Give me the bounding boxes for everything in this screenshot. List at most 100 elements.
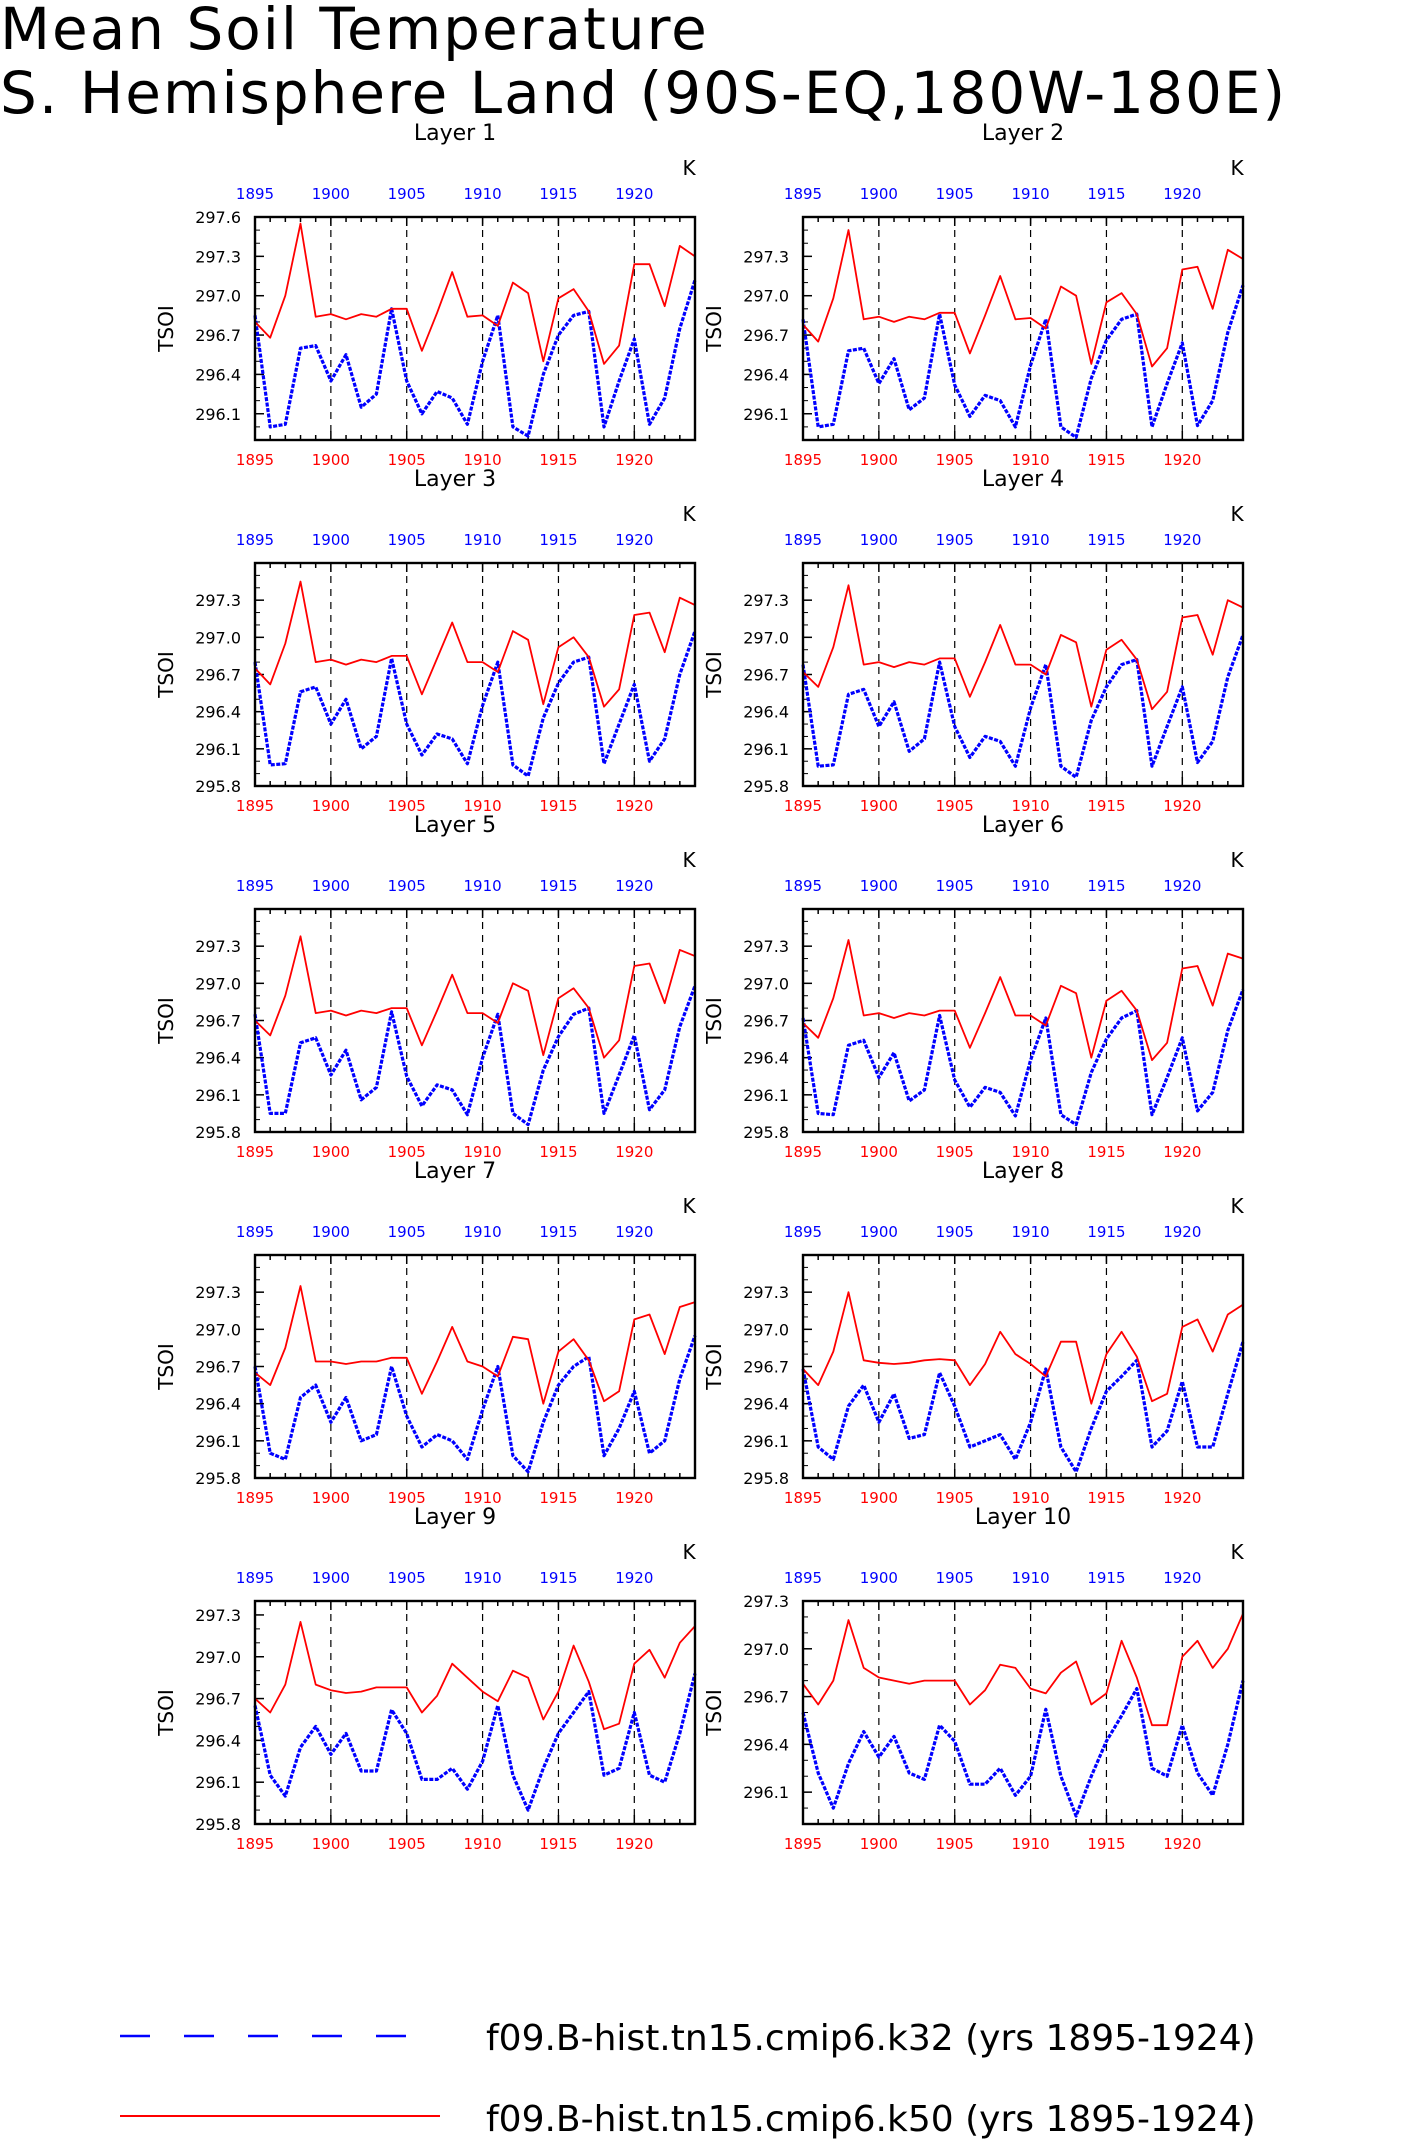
panel-6-xlabel-top-1895: 1895 — [784, 877, 822, 895]
panel-4-xlabel-top-1895: 1895 — [784, 531, 822, 549]
panel-1-frame — [253, 215, 697, 442]
legend-label-k50-visible: f09.B-hist.tn15.cmip6.k50 (yrs 1895-1924… — [486, 2099, 1256, 2140]
panel-5-xlabel-top-1900: 1900 — [312, 877, 350, 895]
panel-8-xlabel-bottom-1910: 1910 — [1011, 1489, 1049, 1507]
panel-10-series-k50 — [802, 1613, 1244, 1727]
panel-7-xlabel-bottom-1905: 1905 — [388, 1489, 426, 1507]
panel-9-ylabel-tick-295.8: 295.8 — [195, 1815, 241, 1834]
panel-3-unit-label: K — [682, 502, 696, 526]
panel-9-xlabel-bottom-1910: 1910 — [463, 1835, 501, 1853]
panel-7-xlabel-top-1905: 1905 — [388, 1223, 426, 1241]
panel-5-ylabel-tick-295.8: 295.8 — [195, 1123, 241, 1142]
panel-4-ylabel-tick-296.7: 296.7 — [743, 666, 789, 685]
panel-4-series-k32 — [801, 634, 1245, 779]
panel-1-xlabel-top-1910: 1910 — [463, 185, 501, 203]
panel-10-xlabel-bottom-1915: 1915 — [1087, 1835, 1125, 1853]
panel-8-xlabel-bottom-1900: 1900 — [860, 1489, 898, 1507]
panel-3-xlabel-bottom-1910: 1910 — [463, 797, 501, 815]
legend-label-k32: f09.B-hist.tn15.cmip6.k32 (yrs 1895-1924… — [486, 2018, 1256, 2059]
panel-3-ylabel-tick-296.1: 296.1 — [195, 740, 241, 759]
panel-5-ylabel-tick-296.4: 296.4 — [195, 1049, 241, 1068]
panel-5-frame — [253, 907, 697, 1134]
panel-3-xlabel-top-1915: 1915 — [539, 531, 577, 549]
panel-9-ylabel: TSOI — [154, 1689, 178, 1737]
panel-8-xlabel-top-1905: 1905 — [936, 1223, 974, 1241]
panel-4-xlabel-bottom-1900: 1900 — [860, 797, 898, 815]
panel-8-ylabel-tick-297: 297.0 — [743, 1320, 789, 1339]
panel-3-xlabel-bottom-1895: 1895 — [236, 797, 274, 815]
panel-5-ylabel-tick-297.3: 297.3 — [195, 937, 241, 956]
panel-5-ylabel-tick-296.7: 296.7 — [195, 1012, 241, 1031]
panel-10-xlabel-top-1910: 1910 — [1011, 1569, 1049, 1587]
panel-8-series-k50 — [802, 1291, 1244, 1405]
panel-4-ylabel-tick-295.8: 295.8 — [743, 777, 789, 796]
panel-1-xlabel-bottom-1920: 1920 — [615, 451, 653, 469]
panel-7-xlabel-top-1895: 1895 — [236, 1223, 274, 1241]
panel-7-ylabel-tick-295.8: 295.8 — [195, 1469, 241, 1488]
panel-3-ylabel-tick-296.4: 296.4 — [195, 703, 241, 722]
panel-6-ylabel-tick-297: 297.0 — [743, 974, 789, 993]
panel-5-ylabel-tick-296.1: 296.1 — [195, 1086, 241, 1105]
panel-10-title: Layer 10 — [975, 1505, 1071, 1530]
panel-4-ylabel-tick-296.4: 296.4 — [743, 703, 789, 722]
panel-2-xlabel-top-1910: 1910 — [1011, 185, 1049, 203]
panel-7-xlabel-bottom-1920: 1920 — [615, 1489, 653, 1507]
panel-10-xlabel-top-1915: 1915 — [1087, 1569, 1125, 1587]
panel-6-title: Layer 6 — [982, 813, 1064, 838]
panel-8-xlabel-bottom-1895: 1895 — [784, 1489, 822, 1507]
panel-9-series-k32 — [253, 1673, 697, 1812]
panel-8-xlabel-bottom-1915: 1915 — [1087, 1489, 1125, 1507]
panel-5-xlabel-bottom-1905: 1905 — [388, 1143, 426, 1161]
panel-6-frame — [801, 907, 1245, 1134]
panel-4-frame — [801, 561, 1245, 788]
panel-6-ylabel-tick-296.7: 296.7 — [743, 1012, 789, 1031]
panel-4-xlabel-bottom-1895: 1895 — [784, 797, 822, 815]
panel-2-xlabel-top-1895: 1895 — [784, 185, 822, 203]
panel-2-xlabel-bottom-1910: 1910 — [1011, 451, 1049, 469]
panel-2-xlabel-top-1905: 1905 — [936, 185, 974, 203]
panel-9-xlabel-bottom-1905: 1905 — [388, 1835, 426, 1853]
panel-7-title: Layer 7 — [414, 1159, 496, 1184]
panel-10-ylabel-tick-296.7: 296.7 — [743, 1688, 789, 1707]
panel-6-xlabel-top-1910: 1910 — [1011, 877, 1049, 895]
panel-3-ylabel-tick-297.3: 297.3 — [195, 591, 241, 610]
panel-3-ylabel-tick-295.8: 295.8 — [195, 777, 241, 796]
panel-8-xlabel-bottom-1905: 1905 — [936, 1489, 974, 1507]
panel-7-xlabel-bottom-1910: 1910 — [463, 1489, 501, 1507]
panel-4-series-k50 — [802, 584, 1244, 711]
panel-10-unit-label: K — [1230, 1540, 1244, 1564]
panel-7-xlabel-bottom-1900: 1900 — [312, 1489, 350, 1507]
panel-8-xlabel-top-1900: 1900 — [860, 1223, 898, 1241]
panel-8-unit-label: K — [1230, 1194, 1244, 1218]
panel-10-ylabel-tick-296.1: 296.1 — [743, 1783, 789, 1802]
panel-7-xlabel-bottom-1915: 1915 — [539, 1489, 577, 1507]
panel-4-xlabel-top-1915: 1915 — [1087, 531, 1125, 549]
panel-6-xlabel-bottom-1915: 1915 — [1087, 1143, 1125, 1161]
panel-2-series-k32 — [801, 284, 1245, 439]
panel-6-xlabel-bottom-1910: 1910 — [1011, 1143, 1049, 1161]
panel-5-xlabel-bottom-1900: 1900 — [312, 1143, 350, 1161]
panel-8-xlabel-top-1915: 1915 — [1087, 1223, 1125, 1241]
panel-3-frame — [253, 561, 697, 788]
panel-6-series-k32 — [801, 988, 1245, 1127]
panel-9-xlabel-bottom-1915: 1915 — [539, 1835, 577, 1853]
panel-7-ylabel-tick-297: 297.0 — [195, 1320, 241, 1339]
panel-1-xlabel-top-1905: 1905 — [388, 185, 426, 203]
panel-1-xlabel-bottom-1910: 1910 — [463, 451, 501, 469]
panel-7-ylabel-tick-297.3: 297.3 — [195, 1283, 241, 1302]
panel-7-ylabel-tick-296.4: 296.4 — [195, 1395, 241, 1414]
panel-9-ylabel-tick-296.1: 296.1 — [195, 1773, 241, 1792]
panel-9-ylabel-tick-297: 297.0 — [195, 1648, 241, 1667]
panel-9-unit-label: K — [682, 1540, 696, 1564]
panel-6-xlabel-top-1905: 1905 — [936, 877, 974, 895]
panel-2-ylabel-tick-296.1: 296.1 — [743, 405, 789, 424]
panel-2-xlabel-bottom-1915: 1915 — [1087, 451, 1125, 469]
panel-1-series-k32 — [253, 279, 697, 438]
panel-10-frame — [801, 1599, 1245, 1826]
panel-9-ylabel-tick-297.3: 297.3 — [195, 1606, 241, 1625]
panel-1-xlabel-bottom-1900: 1900 — [312, 451, 350, 469]
panel-5-unit-label: K — [682, 848, 696, 872]
panel-1-xlabel-top-1915: 1915 — [539, 185, 577, 203]
panel-5-series-k50 — [254, 935, 696, 1059]
